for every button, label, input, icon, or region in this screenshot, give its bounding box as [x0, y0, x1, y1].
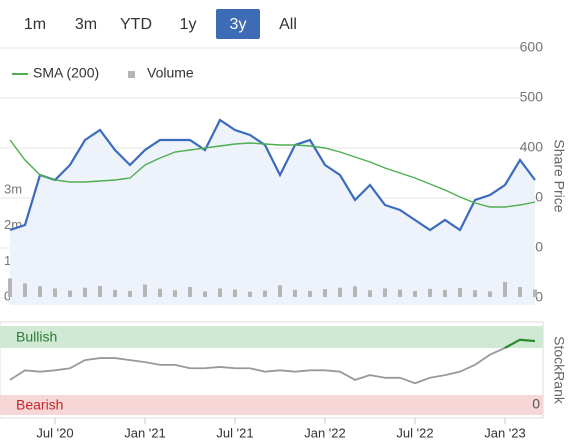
volume-bar: [443, 289, 447, 297]
volume-bar: [53, 288, 57, 297]
volume-bar: [353, 286, 357, 297]
range-button[interactable]: 1m: [24, 16, 46, 33]
volume-bar: [308, 290, 312, 297]
price-area: [10, 120, 535, 305]
x-tick-label: Jan '23: [484, 425, 526, 440]
y2-tick-label: 3m: [4, 181, 22, 196]
x-tick-label: Jul '21: [216, 425, 253, 440]
volume-bar: [158, 288, 162, 297]
volume-bar: [23, 283, 27, 297]
range-button[interactable]: YTD: [120, 16, 152, 33]
volume-bar: [323, 289, 327, 297]
rank-tick-label: 0: [532, 396, 540, 412]
volume-bar: [338, 287, 342, 297]
volume-bar: [503, 282, 507, 297]
legend-swatch: [128, 71, 135, 78]
volume-bar: [8, 278, 12, 297]
volume-bar: [233, 289, 237, 297]
y-tick-label: 600: [520, 39, 544, 55]
volume-bar: [518, 287, 522, 297]
range-button[interactable]: 1y: [180, 16, 197, 33]
volume-bar: [128, 290, 132, 297]
x-tick-label: Jan '22: [304, 425, 346, 440]
volume-bar: [278, 285, 282, 297]
volume-bar: [473, 290, 477, 297]
volume-bar: [263, 290, 267, 297]
y-tick-label: 500: [520, 89, 544, 105]
rank-axis-label: StockRank: [551, 336, 567, 405]
volume-bar: [368, 290, 372, 297]
volume-bar: [83, 287, 87, 297]
range-button[interactable]: All: [279, 16, 297, 33]
volume-bar: [68, 290, 72, 297]
range-button[interactable]: 3y: [230, 16, 247, 33]
volume-bar: [488, 291, 492, 297]
range-button[interactable]: 3m: [75, 16, 97, 33]
volume-bar: [293, 289, 297, 297]
x-tick-label: Jul '20: [36, 425, 73, 440]
price-line: [9, 118, 536, 232]
range-button-bg[interactable]: [216, 9, 260, 39]
x-tick-label: Jan '21: [124, 425, 166, 440]
volume-bar: [428, 288, 432, 297]
bearish-label: Bearish: [16, 397, 63, 413]
y2-tick-label: 0: [4, 288, 11, 303]
y-tick-label: 400: [520, 139, 544, 155]
bearish-band: [0, 395, 543, 415]
legend-label[interactable]: Volume: [147, 65, 194, 81]
volume-bar: [98, 285, 102, 297]
x-tick-label: Jul '22: [396, 425, 433, 440]
rank-line: [9, 347, 506, 385]
volume-bar: [413, 290, 417, 297]
volume-bar: [113, 289, 117, 297]
volume-bar: [143, 284, 147, 297]
volume-bar: [398, 289, 402, 297]
y-axis-label: Share Price: [551, 139, 567, 212]
volume-bar: [533, 289, 537, 297]
volume-bar: [248, 291, 252, 297]
volume-bar: [173, 290, 177, 297]
volume-bar: [38, 286, 42, 297]
volume-bar: [218, 288, 222, 297]
volume-bar: [188, 287, 192, 297]
legend-label[interactable]: SMA (200): [33, 65, 99, 81]
bullish-band: [0, 326, 543, 348]
bullish-label: Bullish: [16, 329, 57, 345]
sma-line: [9, 139, 536, 208]
volume-bar: [383, 288, 387, 297]
volume-bar: [203, 291, 207, 297]
rank-line: [504, 338, 536, 349]
volume-bar: [458, 288, 462, 297]
